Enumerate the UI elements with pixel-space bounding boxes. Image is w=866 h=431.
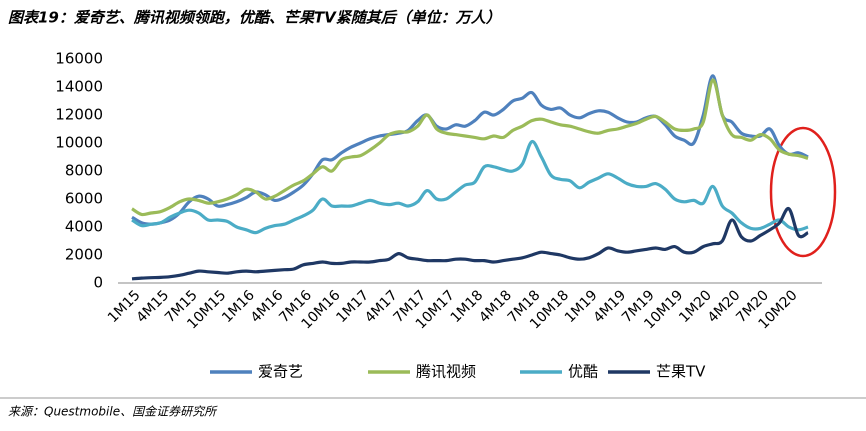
- highlight-ellipse: [769, 126, 837, 258]
- y-tick-label: 14000: [55, 78, 103, 96]
- series-line: [131, 74, 809, 226]
- y-tick-label: 16000: [55, 50, 103, 68]
- series-line: [131, 140, 809, 235]
- legend-label: 腾讯视频: [416, 363, 476, 381]
- legend-label: 芒果TV: [656, 363, 706, 381]
- y-tick-label: 10000: [55, 134, 103, 152]
- source-note: 来源：Questmobile、国金证券研究所: [8, 405, 218, 419]
- y-tick-label: 12000: [55, 106, 103, 124]
- legend-label: 优酷: [568, 363, 598, 381]
- y-tick-label: 4000: [65, 218, 103, 236]
- chart-title: 图表19：爱奇艺、腾讯视频领跑，优酷、芒果TV紧随其后（单位：万人）: [8, 9, 501, 27]
- y-tick-label: 2000: [65, 246, 103, 264]
- series-line: [131, 78, 809, 217]
- y-tick-label: 0: [93, 274, 103, 292]
- y-tick-label: 6000: [65, 190, 103, 208]
- y-tick-label: 8000: [65, 162, 103, 180]
- series-line: [131, 207, 809, 281]
- legend-label: 爱奇艺: [258, 363, 303, 381]
